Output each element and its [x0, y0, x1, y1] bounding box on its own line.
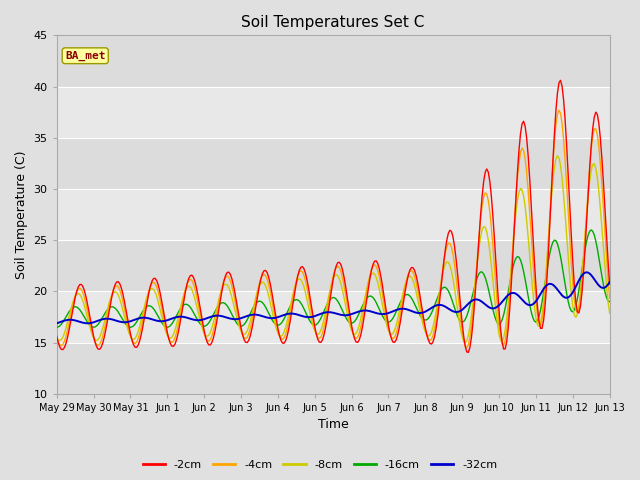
Bar [57, 343, 610, 394]
Bar [57, 240, 610, 291]
Bar [57, 291, 610, 343]
X-axis label: Time: Time [318, 419, 349, 432]
Legend: -2cm, -4cm, -8cm, -16cm, -32cm: -2cm, -4cm, -8cm, -16cm, -32cm [138, 456, 502, 474]
Text: BA_met: BA_met [65, 50, 106, 61]
Y-axis label: Soil Temperature (C): Soil Temperature (C) [15, 150, 28, 279]
Bar [57, 36, 610, 86]
Bar [57, 189, 610, 240]
Bar [57, 86, 610, 138]
Title: Soil Temperatures Set C: Soil Temperatures Set C [241, 15, 425, 30]
Bar [57, 138, 610, 189]
